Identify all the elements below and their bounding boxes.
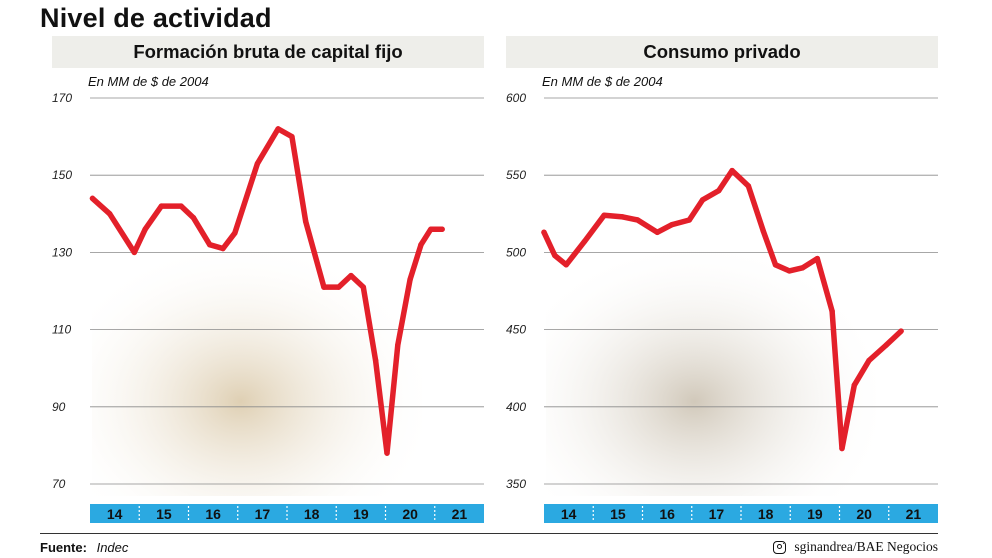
data-point <box>851 382 857 388</box>
data-point <box>348 272 354 279</box>
data-point <box>898 328 904 334</box>
data-point <box>620 214 626 220</box>
y-tick-label: 170 <box>52 91 72 105</box>
data-point <box>552 252 558 259</box>
x-tick-label: 19 <box>807 506 823 522</box>
source-value: Indec <box>96 540 129 555</box>
y-tick-label: 70 <box>52 477 66 491</box>
line-chart-consumo: En MM de $ de 2004 350 400 450 500 550 600 14 15… <box>506 74 938 523</box>
data-point <box>289 133 295 140</box>
data-point <box>786 268 792 274</box>
y-tick-label: 400 <box>506 400 526 414</box>
data-point <box>699 197 706 203</box>
data-point <box>206 241 213 248</box>
x-tick-label: 18 <box>758 506 774 522</box>
instagram-icon <box>773 540 787 554</box>
background-photo <box>92 226 422 496</box>
credit-note: sginandrea/BAE Negocios <box>773 539 938 555</box>
data-point <box>686 217 692 223</box>
data-point <box>275 126 281 132</box>
data-point <box>601 212 607 219</box>
data-point <box>745 183 752 189</box>
y-tick-label: 110 <box>52 323 71 337</box>
data-point <box>581 238 588 245</box>
data-point <box>866 357 872 364</box>
data-point <box>360 284 367 290</box>
data-point <box>232 230 238 236</box>
data-point <box>428 226 434 232</box>
data-point <box>439 226 445 232</box>
data-point <box>107 211 113 217</box>
data-point <box>384 450 390 456</box>
x-tick-label: 19 <box>353 506 369 522</box>
data-point <box>418 241 424 248</box>
data-point <box>883 342 889 348</box>
data-point <box>729 167 735 174</box>
footer-divider <box>40 533 938 534</box>
data-point <box>142 226 148 232</box>
data-point <box>760 228 766 234</box>
data-point <box>336 284 342 290</box>
data-point <box>220 245 226 252</box>
y-tick-label: 90 <box>52 400 66 414</box>
data-point <box>634 217 641 223</box>
x-tick-label: 20 <box>856 506 872 522</box>
unit-label: En MM de $ de 2004 <box>88 74 209 89</box>
unit-label: En MM de $ de 2004 <box>542 74 663 89</box>
source-label: Fuente: <box>40 540 87 555</box>
line-chart-capital: En MM de $ de 2004 70 90 110 130 150 170 14 15 16… <box>52 74 484 523</box>
data-point <box>303 218 309 225</box>
data-point <box>799 265 806 271</box>
credit-text: sginandrea/BAE Negocios <box>794 539 938 554</box>
y-tick-label: 600 <box>506 91 526 105</box>
data-point <box>541 229 547 236</box>
source-note: Fuente: Indec <box>40 540 128 555</box>
chart-title: Formación bruta de capital fijo <box>52 36 484 68</box>
data-point <box>178 203 184 209</box>
x-tick-label: 16 <box>205 506 221 522</box>
data-point <box>814 255 821 262</box>
x-tick-label: 20 <box>402 506 418 522</box>
x-tick-label: 17 <box>709 506 725 522</box>
data-point <box>839 445 845 452</box>
x-tick-label: 15 <box>156 506 172 522</box>
y-tick-label: 130 <box>52 245 72 259</box>
x-tick-label: 15 <box>610 506 626 522</box>
y-tick-label: 350 <box>506 477 526 491</box>
chart-panel-consumo: Consumo privado En MM de $ de 2004 350 400… <box>506 36 938 530</box>
x-tick-label: 21 <box>452 506 468 522</box>
y-tick-label: 450 <box>506 323 526 337</box>
data-point <box>158 203 165 209</box>
data-point <box>89 195 96 202</box>
y-tick-label: 150 <box>52 168 72 182</box>
x-tick-label: 16 <box>659 506 675 522</box>
data-point <box>563 262 569 268</box>
data-point <box>716 187 722 194</box>
data-point <box>395 342 401 348</box>
background-photo <box>546 226 876 496</box>
data-point <box>772 262 779 268</box>
page-title: Nivel de actividad <box>40 3 272 33</box>
data-point <box>131 249 138 256</box>
chart-panel-capital: Formación bruta de capital fijo En MM de… <box>52 36 484 530</box>
data-point <box>321 284 327 290</box>
x-tick-label: 21 <box>906 506 922 522</box>
x-tick-label: 18 <box>304 506 320 522</box>
x-tick-label: 14 <box>561 506 577 522</box>
data-point <box>669 221 675 228</box>
data-point <box>829 308 835 314</box>
x-tick-label: 17 <box>255 506 271 522</box>
y-tick-label: 500 <box>506 245 526 259</box>
data-point <box>372 357 379 364</box>
data-point <box>190 214 197 221</box>
data-point <box>254 160 261 167</box>
chart-title: Consumo privado <box>506 36 938 68</box>
data-point <box>407 276 413 283</box>
data-point <box>654 229 660 236</box>
y-tick-label: 550 <box>506 168 526 182</box>
x-tick-label: 14 <box>107 506 123 522</box>
